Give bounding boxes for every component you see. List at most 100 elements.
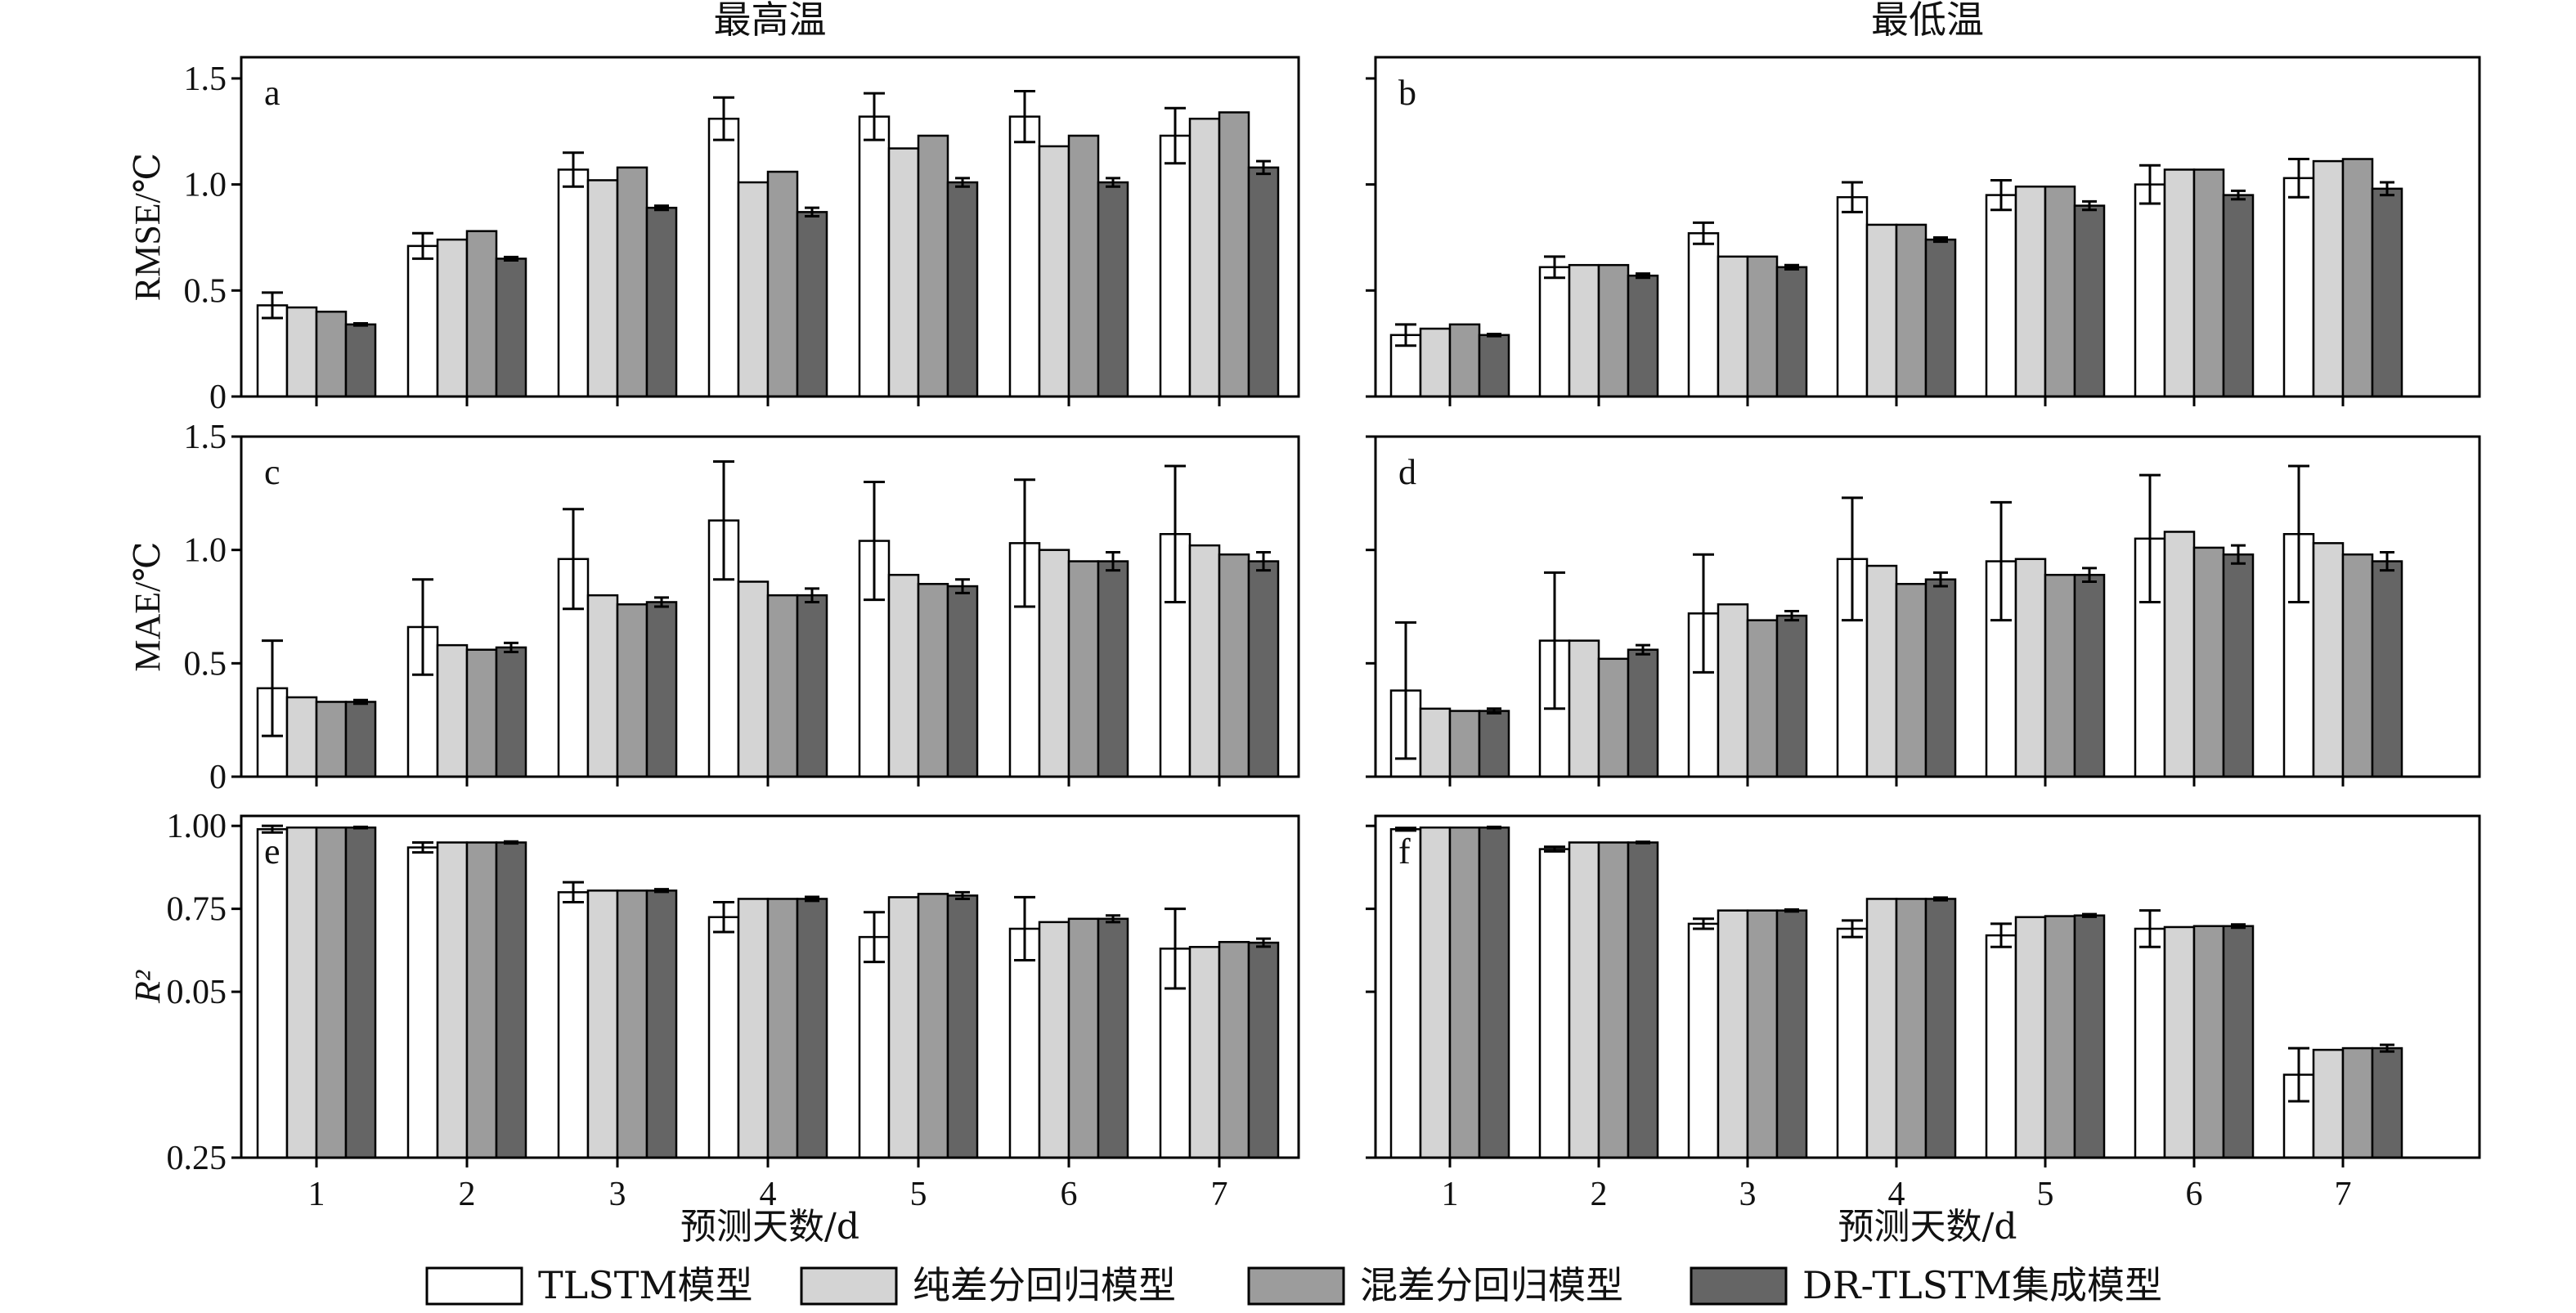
bar-e-s3-d6	[1067, 917, 1100, 1159]
bar-e-s4-d2	[495, 841, 527, 1159]
bar-f-s3-d1	[1448, 826, 1481, 1159]
legend-swatch-4	[1690, 1266, 1788, 1306]
bar-a-s2-d7	[1188, 117, 1221, 398]
errorbar-d-s4-d3	[1784, 610, 1799, 622]
bar-c-s4-d5	[946, 585, 979, 778]
bar-f-s3-d4	[1895, 898, 1928, 1159]
bar-d-s4-d6	[2222, 553, 2255, 778]
panels: 00.51.01.5 aRMSE/℃b00.51.01.5cMAE/℃d0.250…	[128, 56, 2481, 1213]
bar-c-s2-d1	[285, 696, 318, 778]
bar-b-s2-d5	[2014, 185, 2047, 398]
errorbar-f-s4-d1	[1487, 825, 1501, 830]
bar-a-s1-d3	[557, 168, 590, 398]
xtick-label-e-3: 3	[609, 1176, 626, 1213]
bar-b-s1-d3	[1687, 232, 1720, 398]
ytick-label-e-0: 0.25	[167, 1140, 227, 1177]
bar-a-s3-d2	[465, 230, 498, 398]
errorbar-e-s4-d2	[504, 840, 518, 845]
bar-f-s3-d3	[1746, 909, 1779, 1159]
panel-frame-e	[240, 814, 1300, 1159]
bar-a-s4-d7	[1247, 166, 1280, 398]
errorbar-f-s4-d3	[1784, 907, 1799, 913]
errorbar-c-s1-d2	[412, 578, 433, 676]
errorbar-d-s4-d7	[2380, 550, 2394, 572]
xtick-label-f-3: 3	[1739, 1176, 1757, 1213]
errorbar-d-s1-d2	[1544, 571, 1565, 710]
xtick-label-e-6: 6	[1061, 1176, 1078, 1213]
bar-e-s2-d7	[1188, 946, 1221, 1159]
legend-swatch-2	[800, 1266, 898, 1306]
bar-d-s2-d5	[2014, 558, 2047, 778]
ytick-label-e-2: 0.75	[167, 891, 227, 929]
errorbar-a-s1-d6	[1014, 90, 1035, 144]
bar-d-s3-d4	[1895, 583, 1928, 778]
bar-b-s3-d1	[1448, 323, 1481, 398]
bar-c-s4-d1	[344, 701, 377, 778]
bar-a-s4-d6	[1097, 181, 1129, 398]
xtick-label-f-2: 2	[1591, 1176, 1608, 1213]
bar-b-s3-d6	[2192, 168, 2225, 398]
bar-c-s4-d4	[796, 594, 828, 778]
xtick-label-f-1: 1	[1442, 1176, 1459, 1213]
errorbar-b-s4-d1	[1487, 332, 1501, 338]
errorbar-c-s4-d3	[654, 596, 669, 608]
panel-letter-b: b	[1398, 73, 1416, 113]
bar-b-s4-d2	[1627, 274, 1659, 398]
errorbar-d-s1-d4	[1842, 496, 1863, 622]
bar-e-s2-d5	[887, 896, 920, 1159]
bar-d-s4-d5	[2073, 573, 2106, 778]
errorbar-d-s4-d2	[1636, 643, 1650, 656]
errorbar-a-s4-d2	[504, 255, 518, 262]
errorbar-d-s1-d1	[1395, 621, 1416, 760]
bar-c-s4-d2	[495, 646, 527, 778]
bar-f-s4-d3	[1775, 909, 1808, 1159]
errorbar-b-s1-d5	[1990, 178, 2012, 212]
bar-a-s4-d1	[344, 323, 377, 398]
bar-a-s3-d1	[315, 311, 348, 398]
errorbar-f-s1-d2	[1544, 845, 1565, 853]
errorbar-a-s1-d5	[864, 92, 885, 141]
panel-letter-f: f	[1398, 831, 1411, 872]
errorbar-e-s4-d4	[805, 895, 819, 903]
errorbar-c-s1-d3	[563, 508, 584, 611]
bar-b-s3-d5	[2044, 185, 2076, 398]
legend-label-1: TLSTM模型	[538, 1263, 753, 1307]
bar-a-s1-d4	[707, 117, 740, 398]
ytick-label-e-1: 0.05	[167, 974, 227, 1011]
panel-frame-b	[1374, 56, 2481, 398]
bar-b-s2-d4	[1865, 223, 1898, 398]
xtick-label-e-5: 5	[910, 1176, 927, 1213]
bar-c-s2-d6	[1038, 549, 1070, 778]
bar-b-s4-d5	[2073, 204, 2106, 398]
bar-c-s2-d4	[737, 580, 770, 778]
bar-d-s2-d6	[2163, 531, 2196, 778]
errorbar-f-s1-d6	[2139, 909, 2161, 948]
errorbar-f-s4-d2	[1636, 840, 1650, 845]
bar-b-s1-d7	[2282, 177, 2315, 398]
panel-frame-d	[1374, 435, 2481, 778]
bar-f-s4-d7	[2371, 1046, 2403, 1159]
bar-e-s3-d7	[1218, 940, 1250, 1159]
bar-c-s3-d5	[917, 583, 949, 778]
bar-a-s3-d4	[766, 170, 799, 398]
bar-b-s2-d6	[2163, 168, 2196, 398]
errorbar-d-s1-d5	[1990, 500, 2012, 622]
bar-f-s4-d4	[1924, 898, 1957, 1159]
errorbar-b-s4-d5	[2082, 199, 2097, 212]
bar-a-s1-d6	[1008, 115, 1041, 398]
panel-frame-c	[240, 435, 1300, 778]
xtick-label-e-2: 2	[459, 1176, 476, 1213]
bar-b-s2-d1	[1419, 327, 1452, 398]
bar-a-s4-d2	[495, 258, 527, 398]
panel-a: 0 0.5 1.0 1.5 a RMSE/℃	[128, 56, 1300, 416]
bar-a-s2-d4	[737, 181, 770, 398]
ytick-label-e-3: 1.00	[167, 808, 227, 845]
bar-e-s3-d4	[766, 898, 799, 1159]
errorbar-a-s4-d5	[955, 177, 970, 188]
bar-d-s4-d7	[2371, 560, 2403, 778]
bar-f-s2-d5	[2014, 916, 2047, 1159]
errorbar-b-s4-d3	[1784, 263, 1799, 271]
errorbar-b-s1-d7	[2288, 158, 2309, 199]
bar-e-s3-d3	[616, 890, 648, 1159]
errorbar-e-s1-d1	[262, 824, 283, 834]
